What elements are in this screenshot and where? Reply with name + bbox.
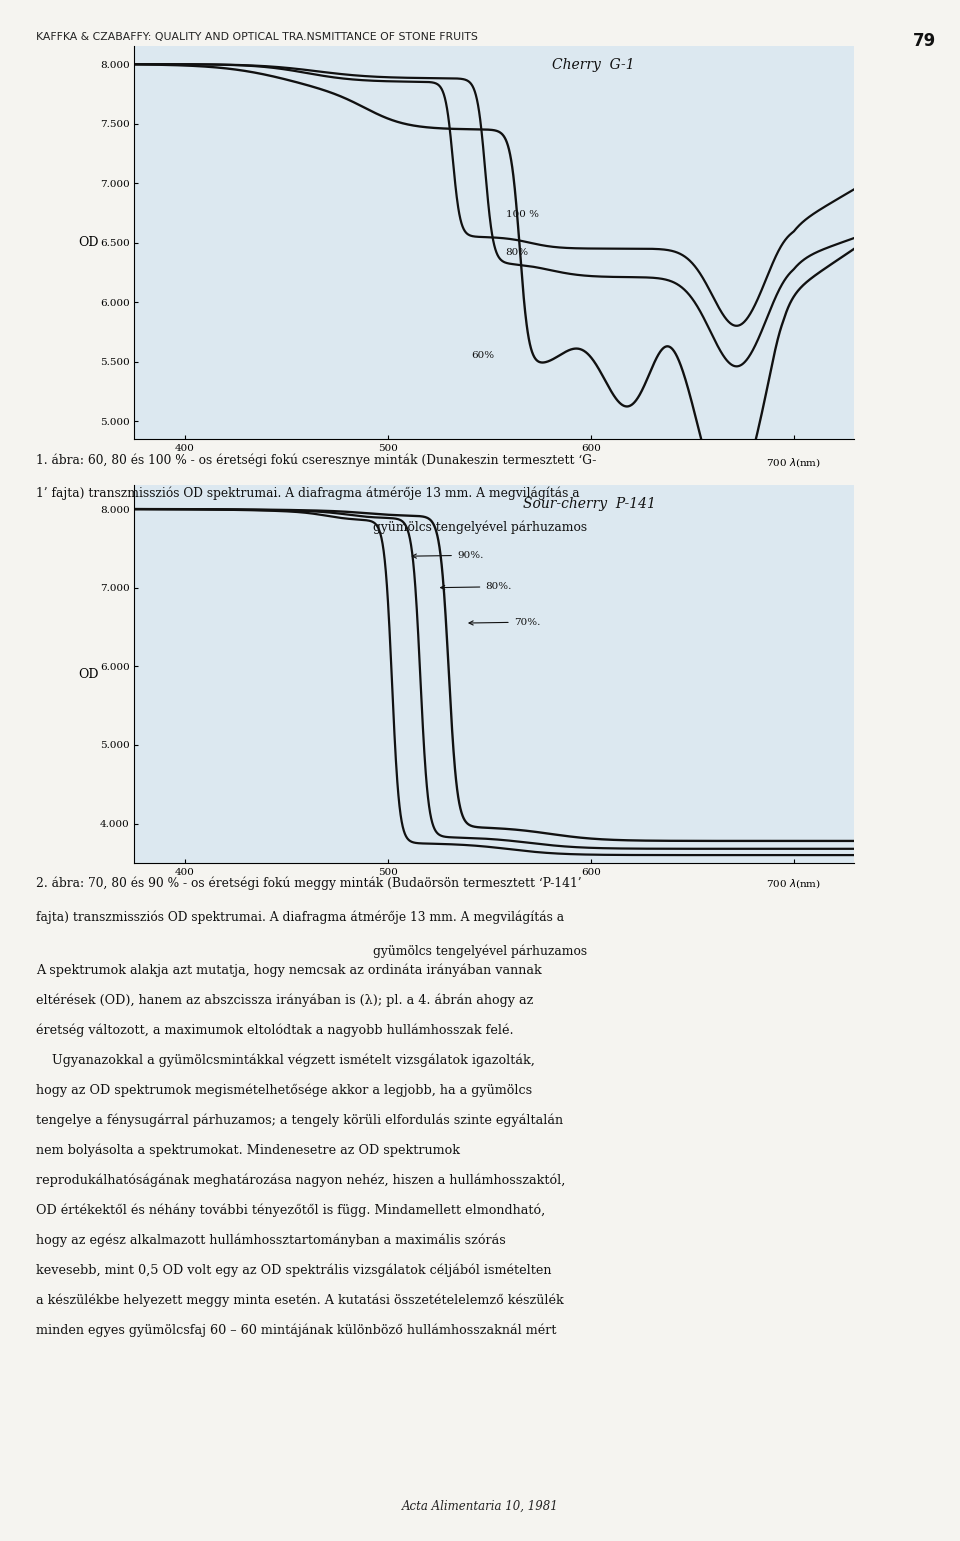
Text: 700 $\lambda$(nm): 700 $\lambda$(nm) xyxy=(766,456,821,468)
Text: 2. ábra: 70, 80 és 90 % - os éretségi fokú meggy minták (Budaörsön termesztett ‘: 2. ábra: 70, 80 és 90 % - os éretségi fo… xyxy=(36,877,582,891)
Text: 70%.: 70%. xyxy=(469,618,540,627)
Text: hogy az OD spektrumok megismételhetősége akkor a legjobb, ha a gyümölcs: hogy az OD spektrumok megismételhetősége… xyxy=(36,1083,533,1097)
Text: 79: 79 xyxy=(913,32,936,51)
Y-axis label: OD: OD xyxy=(79,236,99,250)
Text: minden egyes gyümölcsfaj 60 – 60 mintájának különböző hullámhosszaknál mért: minden egyes gyümölcsfaj 60 – 60 mintájá… xyxy=(36,1324,557,1338)
Text: a készülékbe helyezett meggy minta esetén. A kutatási összetételelemző készülék: a készülékbe helyezett meggy minta eseté… xyxy=(36,1294,564,1307)
Text: nem bolyásolta a spektrumokat. Mindenesetre az OD spektrumok: nem bolyásolta a spektrumokat. Mindenese… xyxy=(36,1143,461,1157)
Text: 90%.: 90%. xyxy=(412,550,483,559)
Text: 700 $\lambda$(nm): 700 $\lambda$(nm) xyxy=(766,877,821,891)
Text: Sour-cherry  P-141: Sour-cherry P-141 xyxy=(523,496,656,510)
Text: 1. ábra: 60, 80 és 100 % - os éretségi fokú cseresznye minták (Dunakeszin termes: 1. ábra: 60, 80 és 100 % - os éretségi f… xyxy=(36,453,597,467)
Text: Ugyanazokkal a gyümölcsmintákkal végzett ismételt vizsgálatok igazolták,: Ugyanazokkal a gyümölcsmintákkal végzett… xyxy=(36,1054,536,1066)
Text: eltérések (OD), hanem az abszcissza irányában is (λ); pl. a 4. ábrán ahogy az: eltérések (OD), hanem az abszcissza irán… xyxy=(36,994,534,1006)
Text: Cherry  G-1: Cherry G-1 xyxy=(552,59,635,72)
Text: Acta Alimentaria 10, 1981: Acta Alimentaria 10, 1981 xyxy=(401,1501,559,1513)
Text: gyümölcs tengelyével párhuzamos: gyümölcs tengelyével párhuzamos xyxy=(372,945,588,959)
Text: KAFFKA & CZABAFFY: QUALITY AND OPTICAL TRA.NSMITTANCE OF STONE FRUITS: KAFFKA & CZABAFFY: QUALITY AND OPTICAL T… xyxy=(36,32,478,42)
Text: reprodukálhatóságának meghatározása nagyon nehéz, hiszen a hullámhosszaktól,: reprodukálhatóságának meghatározása nagy… xyxy=(36,1174,565,1187)
Text: A spektrumok alakja azt mutatja, hogy nemcsak az ordináta irányában vannak: A spektrumok alakja azt mutatja, hogy ne… xyxy=(36,963,542,977)
Text: hogy az egész alkalmazott hullámhossztartományban a maximális szórás: hogy az egész alkalmazott hullámhossztar… xyxy=(36,1233,506,1247)
Text: tengelye a fénysugárral párhuzamos; a tengely körüli elfordulás szinte egyáltalá: tengelye a fénysugárral párhuzamos; a te… xyxy=(36,1113,564,1126)
Text: 80%.: 80%. xyxy=(441,582,512,592)
Text: fajta) transzmissziós OD spektrumai. A diafragma átmérője 13 mm. A megvilágítás : fajta) transzmissziós OD spektrumai. A d… xyxy=(36,911,564,925)
Text: 60%: 60% xyxy=(471,351,494,361)
Text: OD értékektől és néhány további tényezőtől is függ. Mindamellett elmondható,: OD értékektől és néhány további tényezőt… xyxy=(36,1204,545,1217)
Text: 80%: 80% xyxy=(506,248,529,257)
Text: gyümölcs tengelyével párhuzamos: gyümölcs tengelyével párhuzamos xyxy=(372,521,588,535)
Text: éretség változott, a maximumok eltolódtak a nagyobb hullámhosszak felé.: éretség változott, a maximumok eltolódta… xyxy=(36,1023,515,1037)
Text: 1’ fajta) transzmissziós OD spektrumai. A diafragma átmérője 13 mm. A megvilágít: 1’ fajta) transzmissziós OD spektrumai. … xyxy=(36,487,580,501)
Text: kevesebb, mint 0,5 OD volt egy az OD spektrális vizsgálatok céljából ismételten: kevesebb, mint 0,5 OD volt egy az OD spe… xyxy=(36,1264,552,1277)
Y-axis label: OD: OD xyxy=(79,667,99,681)
Text: 100 %: 100 % xyxy=(506,210,539,219)
